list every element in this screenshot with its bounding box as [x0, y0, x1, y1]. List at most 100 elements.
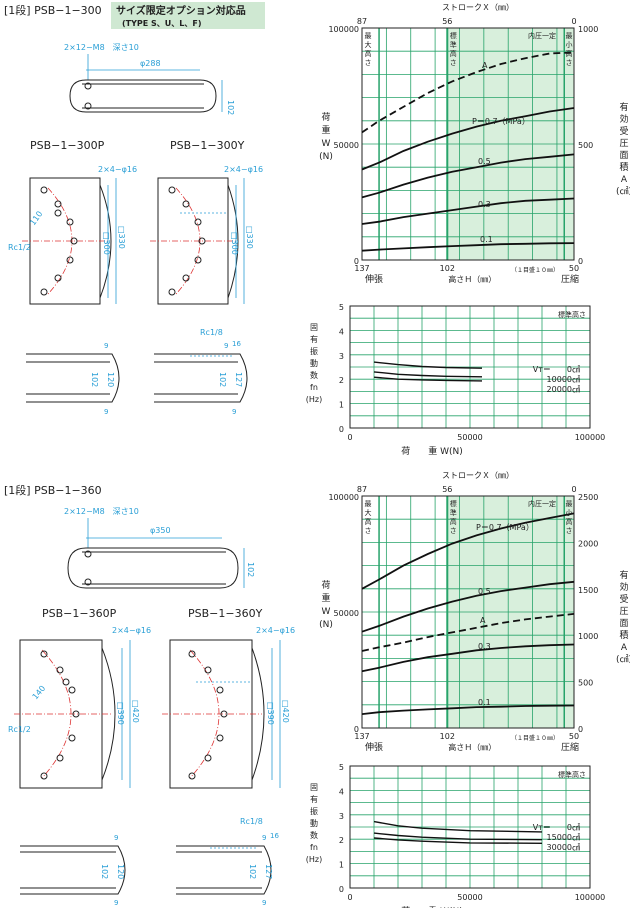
y-holes-label: 2×4−φ16: [224, 165, 263, 174]
curve-0.1: [361, 704, 575, 715]
y-axis-label: 荷: [321, 112, 330, 123]
x-axis-note: （１目盛１０㎜）: [511, 734, 559, 742]
x-tick: 100000: [575, 893, 606, 902]
h1: 102: [90, 372, 99, 387]
t2: 9: [262, 899, 266, 907]
dim1: □300: [102, 232, 111, 255]
p-view-title: PSB−1−300P: [30, 139, 105, 152]
y-axis-label: (N): [319, 152, 333, 162]
p-view-drawing: PSB−1−300P 2×4−φ16 110 Rc1/2 □300 □330: [8, 139, 137, 305]
port-icon: [62, 678, 70, 686]
x-left-label: 伸張: [365, 741, 383, 753]
zone-label: 標: [450, 31, 457, 40]
zone-label: 準: [450, 40, 457, 49]
y-axis-label: 動: [310, 359, 318, 368]
zone-label: 小: [566, 40, 573, 49]
bolt-icon: [40, 772, 48, 780]
stroke-tick: 56: [442, 485, 452, 494]
h2: 120: [116, 864, 125, 879]
y2-tick: 0: [578, 725, 583, 734]
zone-label: 最: [365, 500, 372, 508]
x-tick: 0: [347, 433, 352, 442]
bolt-icon: [66, 218, 74, 226]
stroke-tick: 87: [357, 485, 367, 494]
curve-P＝0.7（MPa）: [361, 512, 575, 590]
y2-axis-label: 有: [619, 101, 628, 113]
p-view-drawing: PSB−1−360P 2×4−φ16 140 Rc1/2 □390 □420: [8, 607, 151, 789]
curve-P＝0.7（MPa）: [361, 107, 575, 171]
y-tick: 5: [339, 763, 344, 772]
h2: 127: [234, 372, 243, 387]
legend-entry: Vт＝ 0㎠: [533, 365, 580, 374]
bolt-icon: [194, 218, 202, 226]
y2-axis-label: A: [621, 175, 628, 185]
dim1: □300: [230, 232, 239, 255]
y2-axis-label: 面: [619, 618, 628, 629]
dim2: □420: [131, 700, 140, 723]
legend-entry: Vт＝ 0㎠: [533, 823, 580, 832]
y2-axis-label: A: [621, 643, 628, 653]
zone-label: 内圧一定: [528, 31, 556, 40]
y-axis-label: 有: [310, 794, 318, 804]
dim2: □330: [117, 226, 126, 249]
plot-frame: [361, 495, 575, 729]
y-tick: 100000: [328, 25, 359, 34]
p-side-view: 9 102 120 9: [26, 342, 120, 416]
zone-label: さ: [566, 59, 573, 67]
stroke-axis-title: ストロークＸ（㎜）: [442, 3, 514, 12]
curve-0.1: [361, 242, 575, 252]
y2-axis-label: 効: [619, 113, 628, 125]
curve-label: P＝0.7（MPa）: [472, 117, 530, 126]
y-tick: 0: [354, 257, 359, 266]
curve-label: 0.3: [478, 642, 491, 651]
y-tick: 3: [339, 812, 344, 821]
y-view-drawing: PSB−1−300Y 2×4−φ16 □300 □330: [150, 139, 263, 305]
y2-axis-label: 受: [619, 593, 628, 605]
y-tick: 100000: [328, 493, 359, 502]
x-right-label: 圧縮: [561, 273, 579, 285]
dim1: □390: [116, 702, 125, 725]
y-axis-label: fn: [310, 383, 318, 392]
y-axis-label: W: [322, 607, 331, 617]
option-badge-line1: サイズ限定オプション対応品: [116, 4, 246, 17]
p: 16: [270, 832, 279, 840]
x-axis-title: 高さＨ（㎜）: [448, 742, 496, 752]
y-tick: 2: [339, 836, 344, 845]
bellows-outline: [67, 547, 239, 589]
radius-dim: 110: [28, 209, 44, 227]
x-tick: 50: [569, 264, 579, 273]
bolt-icon: [56, 754, 64, 762]
port-label: Rc1/2: [8, 725, 31, 734]
bolt-icon: [194, 256, 202, 264]
x-right-label: 圧縮: [561, 741, 579, 753]
t1: 9: [224, 342, 228, 350]
y2-axis-label: 受: [619, 125, 628, 137]
zone-label: 高: [365, 517, 372, 526]
zone-label: 準: [450, 508, 457, 517]
curve-20000㎠: [373, 376, 483, 382]
holes-label: 2×12−M8 深さ10: [64, 507, 139, 516]
zone-label: 最: [566, 500, 573, 508]
zone-label: 高: [365, 49, 372, 58]
x-left-label: 伸張: [365, 273, 383, 285]
y-tick: 5: [339, 303, 344, 312]
curve-label: 0.1: [478, 698, 491, 707]
bolt-icon: [204, 666, 212, 674]
curve-label: A: [480, 616, 486, 625]
h1: 102: [248, 864, 257, 879]
y-view-title: PSB−1−360Y: [188, 607, 263, 620]
bolt-icon: [220, 710, 228, 718]
stroke-tick: 0: [571, 17, 576, 26]
height-dim: 102: [246, 562, 255, 577]
x-axis-label: 荷 重 W(N): [401, 445, 463, 457]
curve-label: P＝0.7（MPa）: [476, 523, 534, 532]
y-view-title: PSB−1−300Y: [170, 139, 245, 152]
x-tick: 100000: [575, 433, 606, 442]
y2-tick: 1000: [578, 632, 598, 641]
zone-label: さ: [450, 527, 457, 535]
port-label: Rc1/2: [8, 243, 31, 252]
y-axis-label: W: [322, 139, 331, 149]
y-side-view: Rc1/8 16 9 102 127 9: [154, 328, 248, 416]
